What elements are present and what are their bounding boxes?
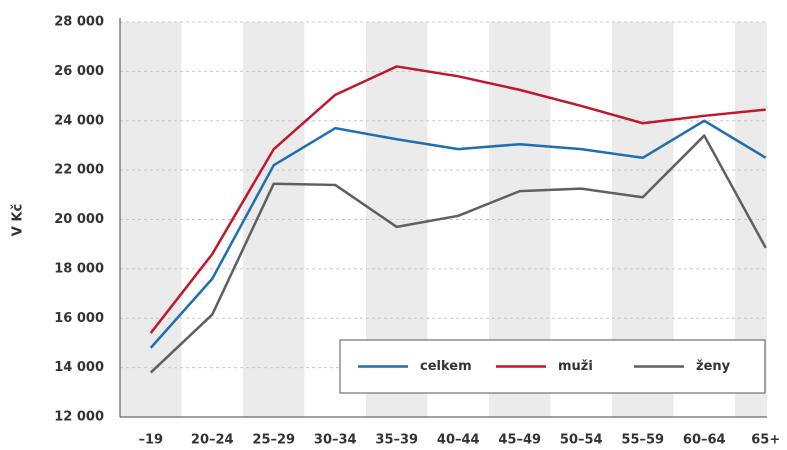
x-tick-label: 55–59 bbox=[621, 433, 664, 448]
legend-box bbox=[339, 339, 766, 394]
x-tick-label: 20–24 bbox=[191, 433, 234, 448]
x-tick-label: –19 bbox=[138, 433, 163, 448]
x-tick-label: 40–44 bbox=[437, 433, 480, 448]
x-tick-label: 35–39 bbox=[375, 433, 418, 448]
y-tick-label: 16 000 bbox=[54, 311, 104, 326]
legend-label: celkem bbox=[420, 359, 472, 374]
y-tick-label: 28 000 bbox=[54, 15, 104, 30]
line-series bbox=[149, 134, 767, 374]
x-tick-label: 25–29 bbox=[252, 433, 295, 448]
y-tick-label: 24 000 bbox=[54, 113, 104, 128]
x-tick-label: 45–49 bbox=[498, 433, 541, 448]
y-tick-label: 26 000 bbox=[54, 64, 104, 79]
x-tick-label: 60–64 bbox=[683, 433, 726, 448]
y-axis-label: V Kč bbox=[11, 204, 26, 236]
legend-label: muži bbox=[558, 359, 593, 374]
x-tick-label: 30–34 bbox=[314, 433, 357, 448]
x-tick-label: 65+ bbox=[751, 433, 780, 448]
line-series bbox=[149, 65, 766, 334]
y-tick-label: 12 000 bbox=[54, 410, 104, 425]
x-tick-label: 50–54 bbox=[560, 433, 603, 448]
y-tick-label: 14 000 bbox=[54, 360, 104, 375]
y-tick-label: 18 000 bbox=[54, 261, 104, 276]
legend-label: ženy bbox=[696, 359, 731, 374]
y-tick-label: 20 000 bbox=[54, 212, 104, 227]
line-series bbox=[149, 119, 767, 349]
y-tick-label: 22 000 bbox=[54, 163, 104, 178]
